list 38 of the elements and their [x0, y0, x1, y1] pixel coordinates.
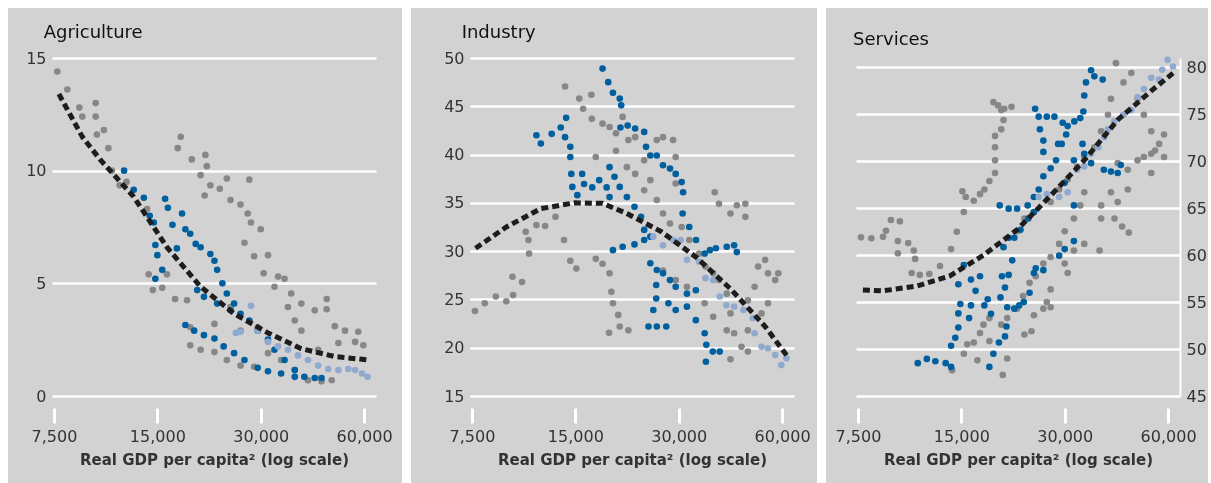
y-tick-label: 20 [444, 338, 465, 358]
y-tick-label: 40 [444, 145, 465, 165]
y2-tick-label: 60 [1186, 245, 1207, 265]
y-tick-label: 5 [36, 273, 47, 293]
y2-tick-label: 75 [1186, 104, 1207, 124]
chart-title: Services [853, 27, 930, 49]
x-tick-label: 7,500 [31, 426, 78, 446]
y2-tick-label: 65 [1186, 198, 1207, 218]
x-tick-label: 60,000 [754, 426, 811, 446]
x-tick-label: 7,500 [835, 426, 882, 446]
x-tick-label: 15,000 [129, 426, 186, 446]
y-tick-label: 50 [444, 48, 465, 68]
y-tick-label: 10 [26, 161, 47, 181]
x-tick-label: 15,000 [933, 426, 990, 446]
y-tick-label: 30 [444, 241, 465, 261]
x-axis-title: Real GDP per capita² (log scale) [883, 450, 1154, 469]
y-tick-label: 15 [26, 48, 47, 68]
chart-title: Agriculture [43, 21, 143, 42]
chart-title: Industry [461, 21, 537, 42]
y2-tick-label: 80 [1186, 57, 1207, 77]
x-axis-title: Real GDP per capita² (log scale) [79, 450, 350, 469]
y-tick-label: 0 [36, 386, 47, 406]
y-tick-label: 15 [444, 386, 465, 406]
y2-tick-label: 70 [1186, 151, 1207, 171]
x-tick-label: 60,000 [1140, 426, 1197, 446]
x-tick-label: 30,000 [1037, 426, 1094, 446]
x-tick-label: 60,000 [336, 426, 393, 446]
y2-tick-label: 55 [1186, 292, 1207, 312]
x-tick-label: 30,000 [651, 426, 708, 446]
y2-tick-label: 50 [1186, 339, 1207, 359]
x-tick-label: 30,000 [233, 426, 290, 446]
y2-tick-label: 45 [1186, 386, 1207, 406]
x-tick-label: 15,000 [547, 426, 604, 446]
x-tick-label: 7,500 [449, 426, 496, 446]
x-axis-title: Real GDP per capita² (log scale) [497, 450, 768, 469]
y-tick-label: 45 [444, 96, 465, 116]
y-tick-label: 35 [444, 193, 465, 213]
y-tick-label: 25 [444, 289, 465, 309]
